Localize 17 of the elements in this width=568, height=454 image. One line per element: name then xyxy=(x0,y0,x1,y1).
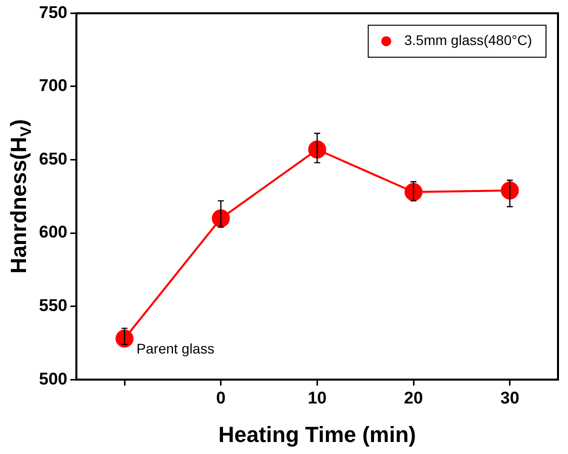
x-tick-label: 30 xyxy=(500,388,520,408)
y-tick-label: 550 xyxy=(38,296,68,316)
y-tick-label: 650 xyxy=(38,149,68,168)
x-tick-label: 10 xyxy=(308,388,327,408)
y-tick-label: 750 xyxy=(38,2,68,22)
x-tick-label: 0 xyxy=(216,388,226,408)
y-tick-label: 600 xyxy=(38,222,68,242)
x-tick-label: 20 xyxy=(404,388,423,408)
x-axis-title: Heating Time (min) xyxy=(218,422,416,448)
y-tick-label: 700 xyxy=(38,76,68,96)
point xyxy=(116,330,134,348)
point xyxy=(404,183,423,202)
legend-label: 3.5mm glass(480°C) xyxy=(404,32,532,48)
y-axis-title: Hanrdness(HV) xyxy=(6,119,35,274)
annotation: Parent glass xyxy=(136,340,214,356)
y-tick-label: 500 xyxy=(38,369,68,388)
point xyxy=(212,209,230,228)
